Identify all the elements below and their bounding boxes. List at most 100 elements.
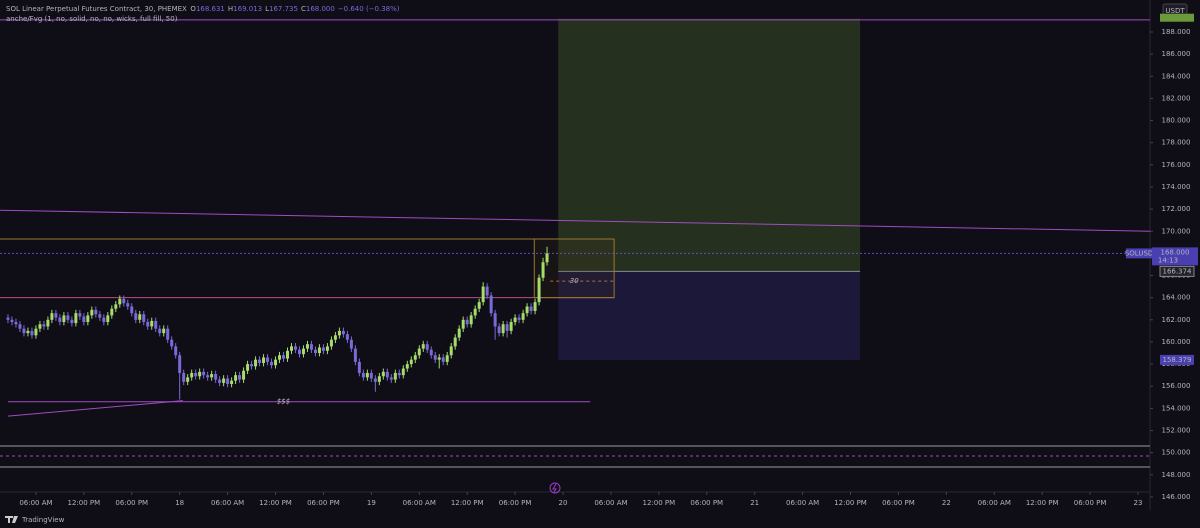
candle-body [361, 372, 365, 378]
candle-body [453, 337, 457, 347]
candle-body [278, 355, 282, 360]
l-label: L [265, 5, 269, 13]
event-icon[interactable] [549, 482, 561, 494]
candle-body [10, 319, 14, 323]
candle-body [537, 277, 541, 303]
candle-body [286, 350, 289, 359]
h-label: H [228, 5, 233, 13]
event-bolt [552, 483, 557, 493]
logo[interactable] [5, 516, 18, 523]
x-tick-label: 20 [559, 499, 568, 507]
stop-badge [1160, 354, 1194, 365]
candle-body [405, 364, 409, 369]
candle-body [397, 372, 401, 376]
candle-body [421, 344, 425, 349]
candle-body [18, 324, 22, 329]
footer[interactable]: TradingView [21, 516, 65, 524]
candle-body [413, 355, 417, 360]
candle-body [238, 375, 242, 380]
x-tick-label: 06:00 PM [115, 499, 148, 507]
candle-body [222, 378, 226, 383]
candle-body [313, 349, 317, 354]
candle-body [373, 378, 377, 382]
candle-body [106, 315, 110, 323]
candle-body [425, 344, 429, 350]
candle-body [186, 377, 190, 382]
currency[interactable]: USDT [1165, 7, 1185, 15]
candle-body [357, 361, 361, 373]
symbol-badge [1126, 248, 1163, 259]
candle-body [118, 298, 122, 305]
candle-body [393, 372, 397, 380]
stop-label: 158.379 [1163, 356, 1192, 364]
candle-body [305, 344, 309, 349]
candle-body [297, 349, 301, 355]
candle-body [158, 328, 162, 334]
c-value: 168.000 [306, 5, 335, 13]
candle-body [74, 313, 78, 324]
candle-body [489, 295, 493, 314]
candle-body [198, 371, 202, 377]
o-value: 168.631 [196, 5, 225, 13]
candle-body [369, 372, 373, 379]
candle-body [6, 317, 10, 320]
candle-body [254, 359, 258, 367]
candle-body [86, 315, 90, 323]
candle-body [381, 371, 385, 377]
candle-body [465, 319, 469, 325]
candle-body [50, 313, 54, 320]
candle-body [345, 334, 349, 340]
candle-body [202, 371, 206, 376]
candle-body [525, 306, 529, 314]
y-tick-label: 178.000 [1162, 139, 1191, 147]
candle-body [521, 313, 525, 320]
y-tick-label: 182.000 [1162, 94, 1191, 102]
x-tick-label: 12:00 PM [643, 499, 676, 507]
y-tick-label: 188.000 [1162, 28, 1191, 36]
x-tick-label: 12:00 PM [68, 499, 101, 507]
candle-body [42, 324, 46, 327]
candle-body [457, 328, 461, 338]
candle-body [62, 315, 66, 323]
candle-body [142, 314, 146, 323]
y-tick-label: 160.000 [1162, 338, 1191, 346]
candle-body [194, 372, 198, 377]
candle-body [513, 317, 517, 323]
candle-body [190, 372, 194, 378]
x-tick-label: 06:00 PM [690, 499, 723, 507]
candle-body [473, 308, 477, 316]
candle-body [389, 377, 393, 380]
candle-body [341, 330, 345, 335]
candle-body [301, 348, 305, 355]
y-tick-label: 164.000 [1162, 294, 1191, 302]
candle-body [102, 317, 106, 323]
candle-body [497, 326, 501, 334]
candle-body [146, 322, 150, 327]
symbol: SOL Linear Perpetual Futures Contract, 3… [6, 5, 187, 13]
candle-body [266, 357, 270, 362]
candle-body [250, 364, 254, 367]
candle-body [162, 328, 166, 334]
target-zone [558, 18, 861, 272]
stop-zone [558, 271, 861, 360]
y-tick-label: 184.000 [1162, 72, 1191, 80]
candle-body [505, 324, 509, 331]
y-tick-label: 162.000 [1162, 316, 1191, 324]
y-tick-label: 170.000 [1162, 227, 1191, 235]
x-tick-label: 06:00 PM [307, 499, 340, 507]
candle-body [401, 368, 405, 376]
y-tick-label: 186.000 [1162, 50, 1191, 58]
candle-body [317, 347, 321, 354]
x-tick-label: 19 [367, 499, 376, 507]
candle-body [270, 361, 274, 366]
candle-body [22, 328, 26, 334]
candle-body [517, 317, 521, 320]
indicator-line: anche/Fvg (1, no, solid, no, no, wicks, … [6, 15, 178, 23]
candle-body [242, 370, 246, 380]
candle-body [134, 313, 138, 320]
change: −0.640 (−0.38%) [338, 5, 400, 13]
candle-body [485, 286, 489, 296]
candle-body [289, 346, 293, 351]
target-badge [1160, 13, 1194, 22]
candle-body [170, 339, 174, 347]
